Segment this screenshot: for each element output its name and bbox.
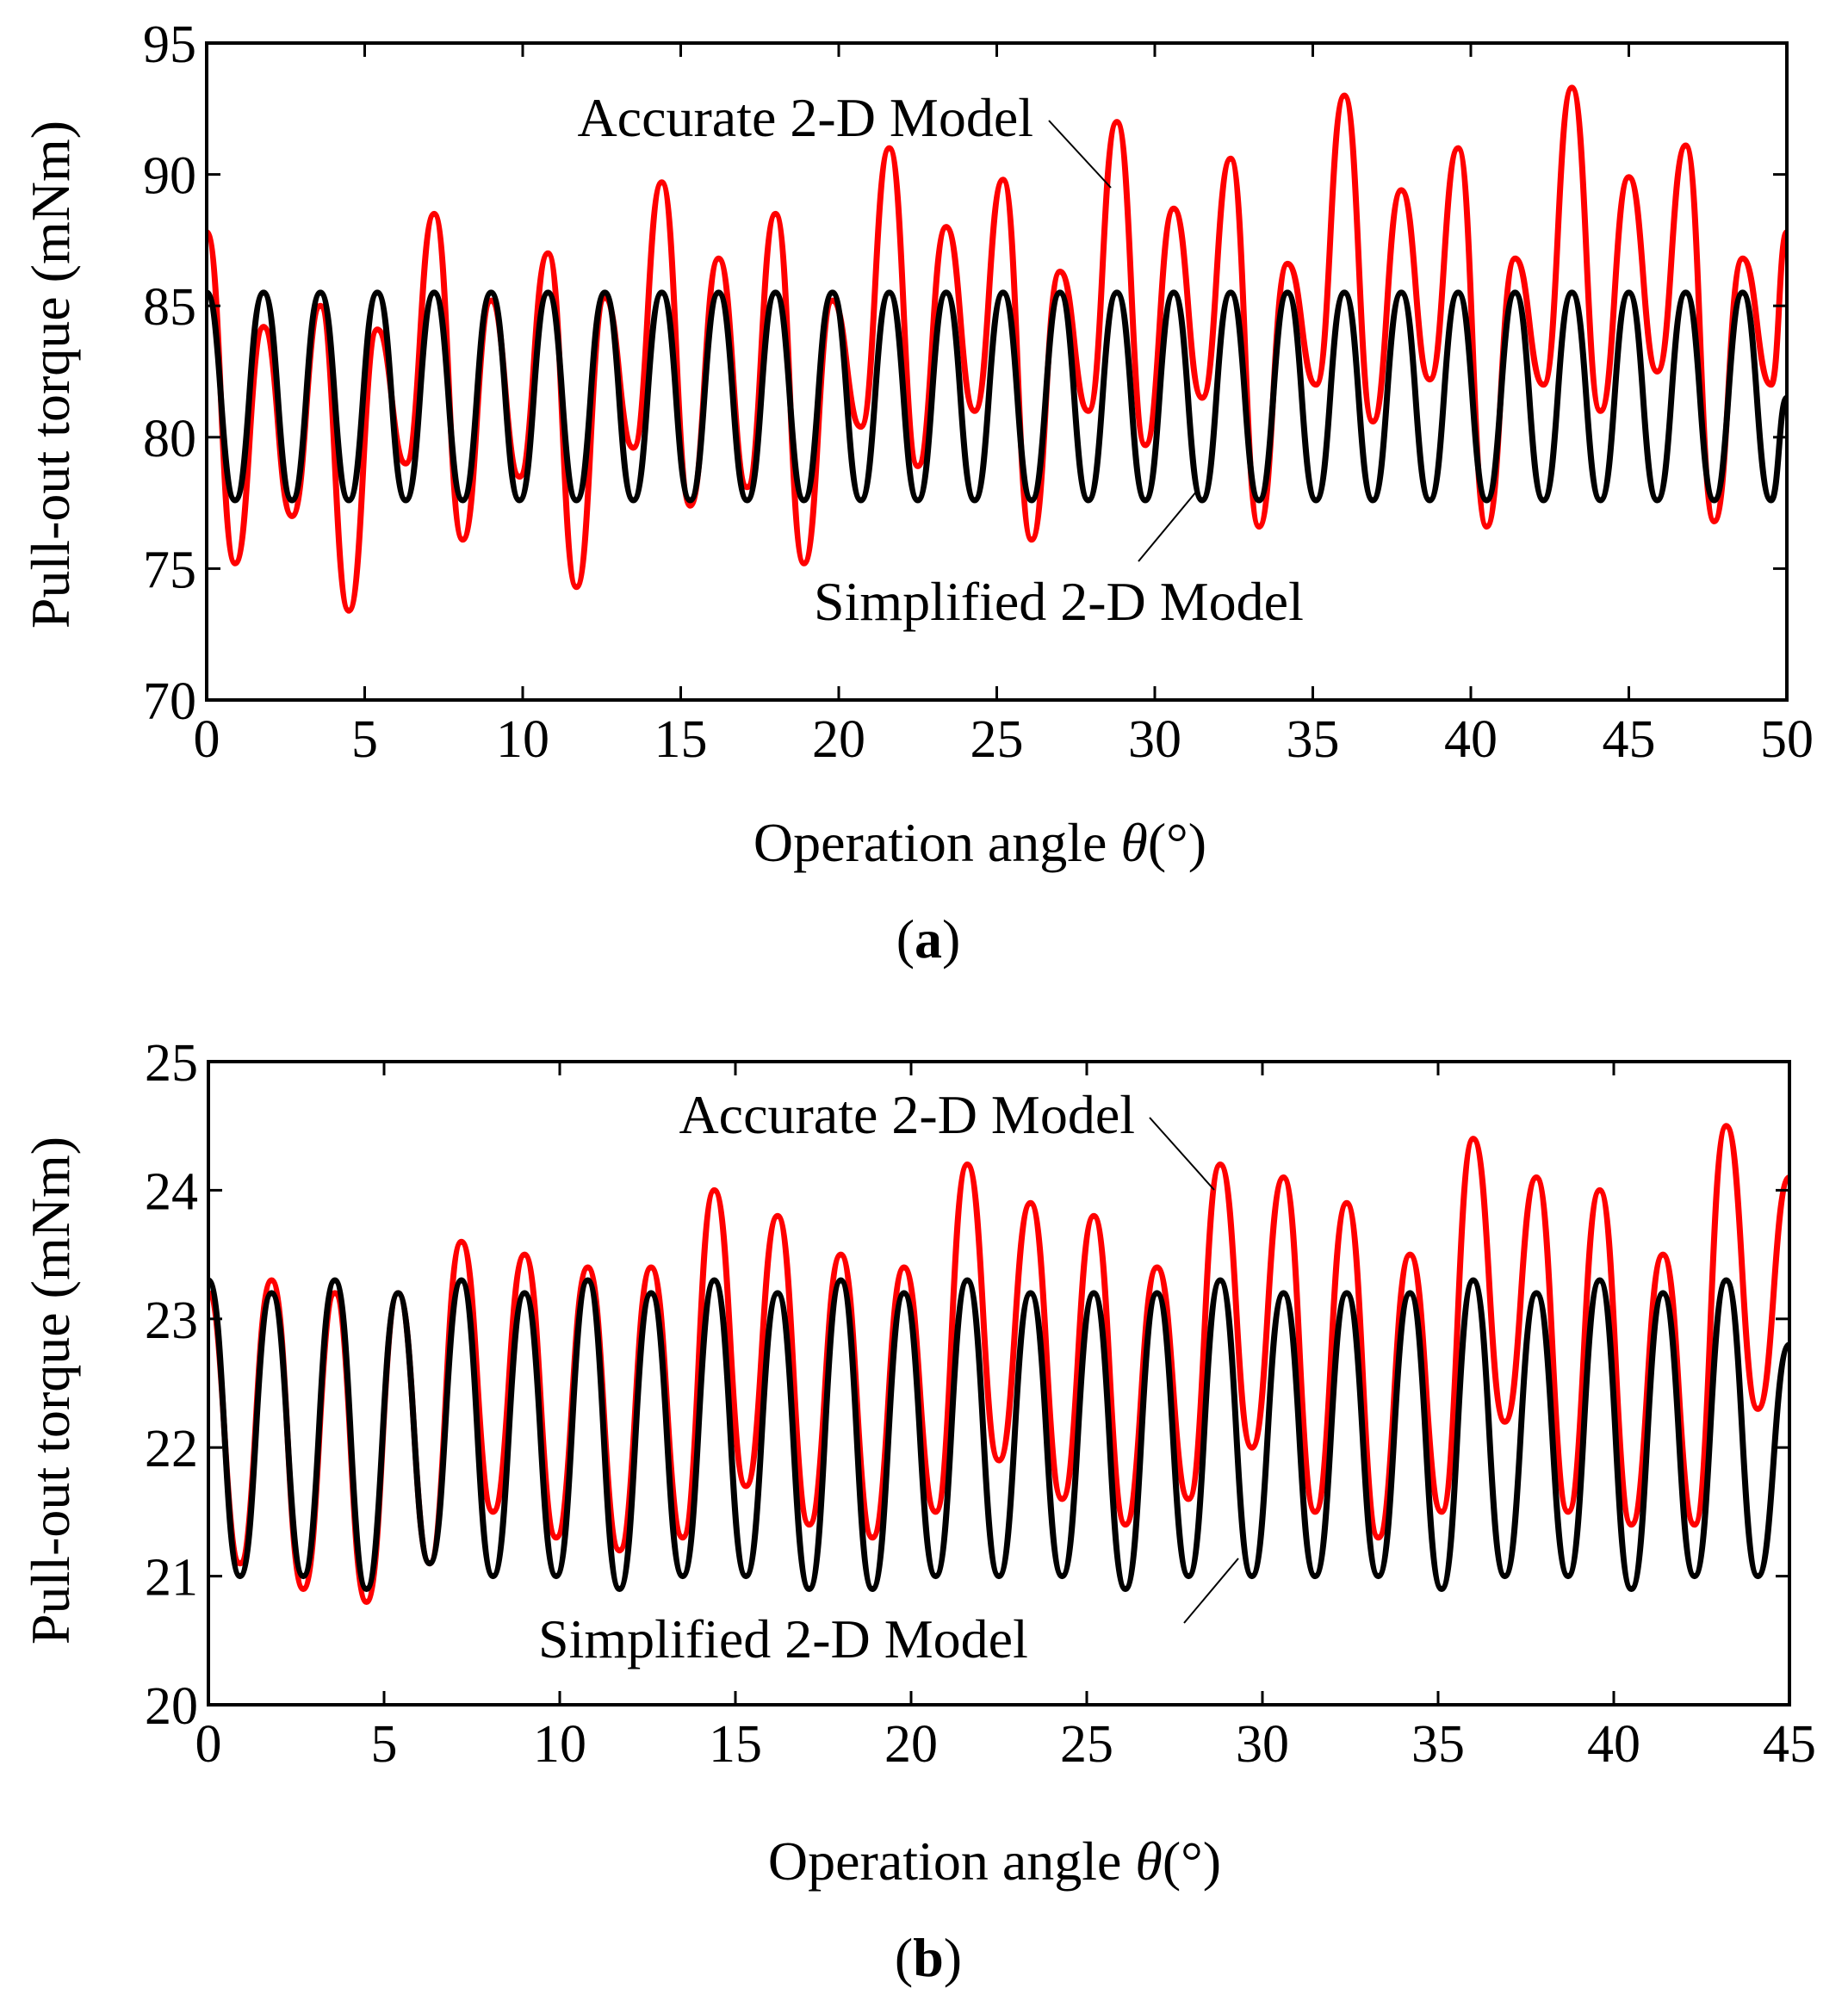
x-tick-label-a: 30 (1128, 710, 1181, 769)
x-tick-label-b: 15 (709, 1715, 762, 1774)
ticks-layer-b: 0 5 10 15 20 25 30 35 40 45 20 21 22 23 24 25 (145, 1034, 1816, 1774)
annotation-simplified-b: Simplified 2-D Model (538, 1608, 1028, 1669)
x-tick-label-b: 40 (1587, 1715, 1640, 1774)
y-tick-label-a: 70 (143, 672, 196, 731)
x-tick-label-a: 45 (1603, 710, 1656, 769)
y-tick-label-b: 22 (145, 1420, 198, 1478)
y-tick-label-a: 80 (143, 410, 196, 468)
x-tick-label-a: 50 (1760, 710, 1814, 769)
series-line-accurate-2-d-model-b (208, 1123, 1789, 1605)
y-tick-label-b: 25 (145, 1034, 198, 1093)
y-tick-label-b: 23 (145, 1292, 198, 1350)
y-tick-label-a: 90 (143, 147, 196, 206)
chart-panel-b: 0 5 10 15 20 25 30 35 40 45 20 21 22 23 24 25 Accurate … (20, 1034, 1816, 1988)
y-tick-label-a: 95 (143, 15, 196, 74)
annotation-leader-line-b (1149, 1117, 1215, 1191)
annotation-leader-line-b (1183, 1558, 1239, 1624)
x-tick-label-b: 0 (195, 1715, 222, 1774)
panel-label-b: (b) (895, 1927, 962, 1988)
x-tick-label-b: 30 (1236, 1715, 1289, 1774)
x-tick-label-a: 5 (351, 710, 378, 769)
x-tick-label-a: 25 (971, 710, 1024, 769)
series-line-simplified-2-d-model-a (207, 289, 1787, 504)
annotation-leader-line-a (1138, 490, 1198, 562)
panel-label-a: (a) (896, 908, 961, 969)
x-tick-label-b: 45 (1763, 1715, 1816, 1774)
y-tick-label-b: 21 (145, 1549, 198, 1607)
x-tick-label-a: 0 (194, 710, 220, 769)
y-tick-label-a: 75 (143, 541, 196, 599)
x-tick-label-a: 20 (812, 710, 865, 769)
series-line-simplified-2-d-model-b (208, 1277, 1789, 1592)
y-axis-label-b: Pull-out torque (mNm) (20, 1137, 81, 1645)
x-tick-label-b: 5 (371, 1715, 398, 1774)
x-tick-label-a: 10 (496, 710, 549, 769)
x-axis-label-a: Operation angle θ(°) (753, 812, 1206, 873)
chart-panel-a: 0 5 10 15 20 25 30 35 40 45 50 70 75 80 85 90 95 Accurat… (20, 15, 1814, 969)
x-tick-label-b: 25 (1060, 1715, 1113, 1774)
annotation-accurate-a: Accurate 2-D Model (577, 87, 1033, 148)
ticks-layer-a: 0 5 10 15 20 25 30 35 40 45 50 70 75 80 85 90 95 (143, 15, 1814, 769)
x-tick-label-b: 35 (1411, 1715, 1465, 1774)
y-tick-label-a: 85 (143, 278, 196, 337)
plot-frame-b (207, 1060, 1791, 1707)
series-layer-a (207, 84, 1787, 614)
annotation-leader-line-a (1048, 120, 1112, 189)
annotation-simplified-a: Simplified 2-D Model (814, 571, 1304, 632)
x-tick-label-b: 20 (884, 1715, 938, 1774)
x-tick-label-a: 35 (1287, 710, 1340, 769)
x-tick-label-b: 10 (533, 1715, 586, 1774)
x-tick-label-a: 40 (1444, 710, 1498, 769)
annotation-accurate-b: Accurate 2-D Model (679, 1084, 1135, 1145)
x-axis-label-b: Operation angle θ(°) (768, 1830, 1221, 1892)
y-tick-label-b: 24 (145, 1162, 198, 1221)
y-axis-label-a: Pull-out torque (mNm) (20, 121, 81, 629)
x-tick-label-a: 15 (654, 710, 708, 769)
annotations-b: Accurate 2-D Model Simplified 2-D Model (538, 1084, 1239, 1669)
series-layer-b (208, 1123, 1789, 1605)
y-tick-label-b: 20 (145, 1677, 198, 1736)
annotations-a: Accurate 2-D Model Simplified 2-D Model (577, 87, 1303, 632)
